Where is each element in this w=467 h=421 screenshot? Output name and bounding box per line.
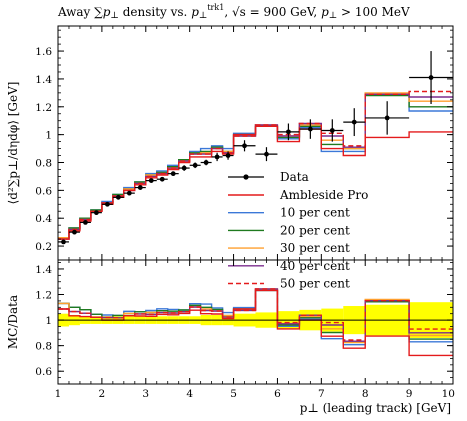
data-point	[145, 178, 157, 184]
y-tick-label-main: 1.6	[35, 46, 52, 58]
data-point	[211, 152, 223, 162]
ratio-line-ambleside-pro	[58, 289, 453, 357]
data-point	[321, 119, 344, 142]
data-point	[68, 229, 80, 235]
x-tick-label: 3	[142, 388, 149, 400]
data-point-marker	[384, 115, 390, 121]
series-line-30-per-cent	[58, 92, 453, 239]
y-tick-label-main: 1.2	[35, 102, 52, 114]
data-point-marker	[225, 153, 231, 158]
data-point-marker	[72, 229, 77, 235]
legend-label-50-per-cent: 50 per cent	[280, 277, 350, 291]
legend-label-data: Data	[280, 170, 309, 184]
y-tick-label-main: 0.8	[35, 158, 52, 170]
main-panel: 0.2 0.4 0.6 0.8 1 1.2 1.4 1.6	[35, 25, 454, 261]
x-tick-label: 2	[99, 388, 106, 400]
data-point	[79, 219, 91, 225]
series-line-40-per-cent	[58, 93, 453, 240]
y-tick-label-ratio: 1.2	[35, 290, 52, 302]
data-point-marker	[203, 160, 209, 165]
legend-label-20-per-cent: 20 per cent	[280, 223, 350, 237]
series-line-ambleside-pro	[58, 125, 453, 240]
y-tick-label-main: 1.4	[35, 74, 52, 86]
data-point	[222, 151, 234, 160]
data-point	[156, 176, 168, 182]
x-tick-label: 7	[318, 388, 325, 400]
data-point	[90, 210, 102, 216]
y-tick-label-main: 0.2	[35, 241, 52, 253]
x-axis-label: p⊥ (leading track) [GeV]	[300, 401, 451, 415]
data-point-marker	[351, 119, 357, 125]
legend-label-10-per-cent: 10 per cent	[280, 206, 350, 220]
data-point	[123, 190, 135, 196]
y-axis-label-main: ⟨d²∑p⊥/dηdφ⟩ [GeV]	[6, 82, 20, 205]
ratio-panel: 0.6 0.8 1 1.2 1.4 1 2 3 4 5 6 7 8 9 10	[35, 259, 455, 400]
data-point-marker	[214, 154, 220, 160]
x-tick-label: 8	[362, 388, 369, 400]
legend-data-marker	[243, 174, 249, 180]
data-point-marker	[94, 210, 99, 216]
data-point	[101, 201, 113, 207]
data-point	[255, 147, 278, 162]
data-point-marker	[286, 129, 291, 135]
x-tick-label: 10	[442, 388, 455, 400]
data-point-marker	[137, 185, 143, 190]
legend-label-40-per-cent: 40 per cent	[280, 259, 350, 273]
data-point	[409, 51, 453, 104]
data-point-marker	[181, 165, 187, 171]
y-tick-label-ratio: 1.4	[35, 264, 52, 276]
data-point	[134, 185, 146, 190]
data-point-marker	[115, 194, 121, 200]
x-tick-label: 5	[230, 388, 237, 400]
data-point-marker	[192, 162, 198, 168]
data-point	[343, 108, 366, 137]
data-point	[58, 239, 69, 245]
legend: Data Ambleside Pro 10 per cent 20 per cent…	[228, 170, 368, 291]
y-tick-label-ratio: 1	[45, 315, 52, 327]
y-tick-label-main: 0.6	[35, 185, 52, 197]
y-tick-label-main: 0.4	[35, 213, 52, 225]
data-point	[189, 162, 201, 169]
data-point-marker	[61, 239, 66, 245]
y-tick-label-ratio: 0.8	[35, 341, 52, 353]
data-point-marker	[329, 128, 335, 133]
data-point-marker	[104, 201, 110, 207]
data-point-marker	[159, 176, 165, 182]
series-line-10-per-cent	[58, 93, 453, 239]
x-tick-label: 4	[186, 388, 193, 400]
data-point	[233, 140, 256, 152]
data-point	[112, 194, 124, 200]
data-point	[365, 101, 410, 135]
data-point	[178, 165, 190, 171]
data-point-marker	[428, 75, 434, 80]
y-axis-label-ratio: MC/Data	[6, 295, 20, 349]
data-point-marker	[242, 143, 247, 149]
series-line-50-per-cent	[58, 90, 453, 240]
legend-label-30-per-cent: 30 per cent	[280, 241, 350, 255]
data-point	[167, 171, 179, 177]
data-point-marker	[83, 219, 88, 225]
data-point-marker	[170, 171, 176, 177]
y-tick-label-ratio: 0.6	[35, 366, 52, 378]
data-point	[277, 123, 300, 141]
main-plot-frame	[57, 25, 454, 261]
legend-label-ambleside-pro: Ambleside Pro	[279, 188, 368, 202]
data-point	[299, 119, 322, 139]
series-line-20-per-cent	[58, 94, 453, 239]
data-point-marker	[126, 190, 132, 196]
x-tick-label: 1	[55, 388, 62, 400]
data-point-marker	[264, 151, 269, 157]
y-tick-label-main: 1	[45, 130, 52, 142]
data-point	[200, 159, 212, 166]
x-tick-label: 6	[274, 388, 281, 400]
chart-title: Away ∑p⊥ density vs. p⊥trk1, √s = 900 Ge…	[57, 3, 410, 21]
x-tick-label: 9	[406, 388, 413, 400]
data-point-marker	[148, 178, 154, 184]
data-point-marker	[307, 126, 313, 132]
